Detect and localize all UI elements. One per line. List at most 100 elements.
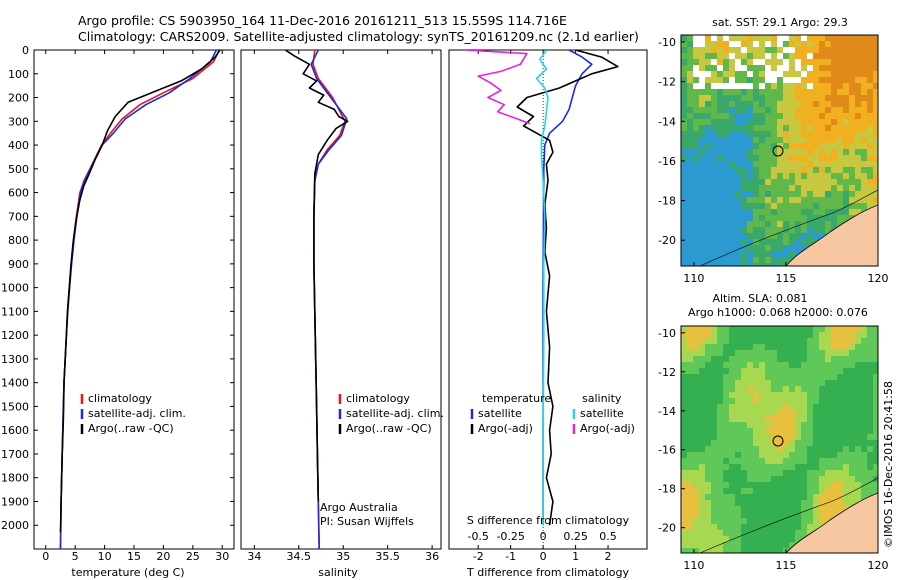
s-tick-label: 0.5 [599, 530, 617, 543]
map-cell [711, 143, 718, 150]
map-cell [801, 155, 808, 162]
map-cell [705, 524, 712, 531]
map-cell [687, 125, 694, 132]
map-cell [723, 191, 730, 198]
map-cell [819, 125, 826, 132]
map-cell [735, 506, 742, 513]
map-cell [717, 83, 724, 90]
map-cell [777, 245, 784, 252]
map-cell [693, 392, 700, 399]
map-cell [693, 107, 700, 114]
map-cell [687, 227, 694, 234]
map-cell [795, 89, 802, 96]
map-cell [813, 59, 820, 66]
map-cell [705, 530, 712, 537]
map-cell [789, 344, 796, 351]
map-cell [825, 446, 832, 453]
map-cell [795, 161, 802, 168]
map-cell [837, 65, 844, 72]
map-cell [687, 500, 694, 507]
map-cell [843, 197, 850, 204]
map-cell [747, 233, 754, 240]
map-cell [741, 263, 748, 266]
map-cell [711, 374, 718, 381]
map-cell [795, 476, 802, 483]
map-cell [801, 404, 808, 411]
map-cell [687, 410, 694, 417]
map-cell [705, 380, 712, 387]
map-cell [759, 149, 766, 156]
map-cell [777, 89, 784, 96]
map-cell [777, 107, 784, 114]
map-cell [873, 65, 878, 72]
map-cell [819, 470, 826, 477]
map-cell [765, 410, 772, 417]
map-cell [723, 233, 730, 240]
map-cell [711, 326, 718, 333]
map-cell [801, 332, 808, 339]
map-cell [711, 239, 718, 246]
map-cell [753, 257, 760, 264]
map-cell [813, 404, 820, 411]
map-cell [801, 488, 808, 495]
map-cell [795, 422, 802, 429]
map-cell [789, 221, 796, 228]
map-cell [705, 203, 712, 210]
map-cell [705, 422, 712, 429]
map-cell [759, 326, 766, 333]
map-cell [687, 446, 694, 453]
map-cell [687, 440, 694, 447]
map-cell [723, 518, 730, 525]
map-cell [729, 524, 736, 531]
map-cell [861, 446, 868, 453]
map-cell [783, 95, 790, 102]
map-cell [705, 209, 712, 216]
map-cell [873, 191, 878, 198]
map-cell [795, 101, 802, 108]
salinity-axis: 34 34.5 35 35.5 36 [247, 50, 439, 563]
map-cell [795, 227, 802, 234]
map-cell [819, 41, 826, 48]
depth-tick-label: 1800 [1, 472, 29, 485]
map-cell [843, 125, 850, 132]
map-cell [795, 197, 802, 204]
map-cell [711, 476, 718, 483]
map-cell [717, 53, 724, 60]
map-cell [789, 191, 796, 198]
map-cell [693, 356, 700, 363]
map-cell [861, 185, 868, 192]
map-cell [807, 215, 814, 222]
map-cell [747, 155, 754, 162]
map-cell [729, 173, 736, 180]
map-cell [819, 368, 826, 375]
map-cell [717, 362, 724, 369]
climatology-title: Climatology: CARS2009. Satellite-adjuste… [78, 29, 639, 44]
map-cell [807, 95, 814, 102]
map-cell [867, 362, 874, 369]
map-cell [693, 35, 700, 42]
map-cell [753, 233, 760, 240]
map-cell [717, 197, 724, 204]
map-cell [873, 137, 878, 144]
map-cell [759, 179, 766, 186]
map-cell [699, 440, 706, 447]
map-cell [849, 173, 856, 180]
map-cell [843, 398, 850, 405]
map-cell [771, 263, 778, 266]
map-cell [699, 89, 706, 96]
depth-tick-label: 1700 [1, 448, 29, 461]
map-cell [777, 416, 784, 423]
map-cell [765, 422, 772, 429]
map-cell [825, 41, 832, 48]
map-cell [693, 326, 700, 333]
map-cell [795, 65, 802, 72]
map-cell [759, 404, 766, 411]
map-cell [849, 434, 856, 441]
map-cell [681, 47, 688, 54]
map-cell [783, 185, 790, 192]
map-cell [693, 512, 700, 519]
map-cell [699, 143, 706, 150]
map-cell [723, 500, 730, 507]
map-cell [777, 155, 784, 162]
map-cell [729, 386, 736, 393]
